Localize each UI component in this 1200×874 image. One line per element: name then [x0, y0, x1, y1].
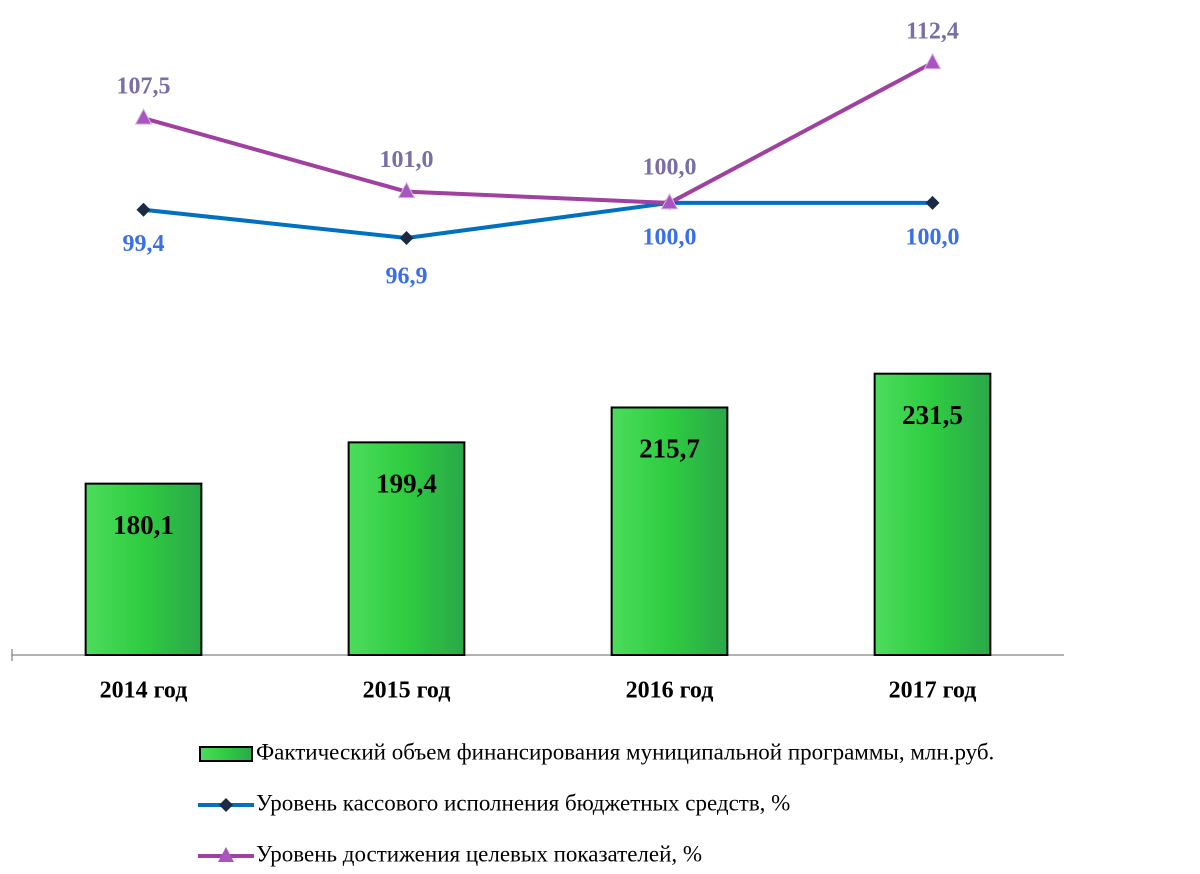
data-label: 180,1: [113, 510, 174, 540]
data-label: 215,7: [639, 434, 700, 464]
marker: [134, 108, 153, 125]
x-tick-label: 2017 год: [889, 678, 977, 704]
data-label: 231,5: [902, 400, 963, 430]
x-tick-label: 2015 год: [363, 678, 451, 704]
data-label: 100,0: [643, 154, 697, 180]
marker: [923, 52, 942, 70]
marker: [925, 195, 940, 210]
x-tick-label: 2014 год: [100, 678, 188, 704]
legend-label: Уровень достижения целевых показателей, …: [256, 841, 702, 866]
bar: [84, 482, 203, 656]
bar: [873, 372, 992, 656]
legend-marker: [218, 847, 234, 862]
x-tick-label: 2016 год: [626, 678, 714, 704]
marker: [397, 181, 416, 199]
data-label: 199,4: [376, 469, 437, 499]
marker: [660, 192, 679, 210]
legend-swatch: [199, 746, 253, 762]
legend-label: Уровень кассового исполнения бюджетных с…: [256, 790, 790, 815]
line: [142, 61, 934, 205]
legend-label: Фактический объем финансирования муницип…: [256, 739, 994, 764]
marker: [136, 202, 151, 217]
data-label: 96,9: [386, 263, 428, 289]
data-label: 99,4: [123, 231, 165, 257]
data-label: 112,4: [906, 18, 959, 44]
marker: [399, 230, 414, 245]
line: [143, 200, 933, 240]
data-label: 100,0: [906, 224, 960, 250]
bar: [347, 441, 466, 657]
data-label: 101,0: [380, 147, 434, 173]
data-label: 107,5: [117, 74, 171, 100]
bar: [610, 406, 729, 656]
legend-marker: [219, 798, 233, 812]
data-label: 100,0: [643, 224, 697, 250]
